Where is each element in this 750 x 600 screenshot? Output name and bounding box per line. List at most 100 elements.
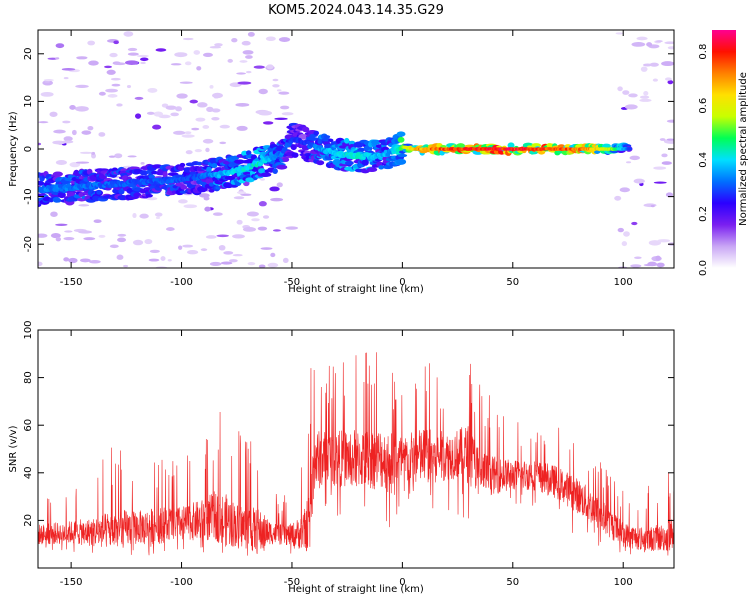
snr-xtick-label: -150: [60, 577, 83, 588]
noise-blob: [211, 92, 223, 99]
noise-blob: [247, 262, 256, 266]
noise-blob: [274, 117, 288, 121]
noise-blob: [78, 204, 90, 207]
noise-blob: [272, 84, 280, 88]
noise-blob: [232, 234, 245, 239]
noise-blob: [211, 108, 221, 113]
noise-blob: [202, 125, 210, 129]
noise-blob: [109, 244, 119, 249]
snr-marks: [38, 352, 674, 556]
spectrogram-marks: [38, 31, 674, 268]
noise-blob: [258, 110, 273, 116]
ridge-spread-cell: [64, 177, 73, 182]
noise-blob: [236, 219, 243, 225]
ridge-spread-cell: [397, 136, 405, 143]
noise-blob: [191, 127, 200, 131]
noise-blob: [146, 197, 158, 201]
noise-blob: [219, 141, 227, 145]
noise-blob: [667, 80, 674, 85]
noise-blob: [281, 112, 294, 116]
noise-blob: [276, 182, 283, 188]
noise-blob: [132, 213, 137, 219]
ridge-spread-cell: [344, 160, 354, 166]
ridge-spread-cell: [211, 163, 218, 169]
noise-blob: [186, 250, 199, 255]
noise-blob: [134, 96, 144, 100]
ridge-spread-cell: [290, 144, 297, 151]
noise-blob: [220, 261, 233, 265]
noise-blob: [147, 87, 158, 93]
noise-blob: [214, 43, 223, 47]
ridge-spread-cell: [145, 193, 153, 198]
ridge-core-cell: [627, 147, 633, 151]
noise-blob: [117, 233, 127, 237]
noise-blob: [266, 64, 274, 70]
colorbar-tick-label: 0.8: [698, 44, 709, 60]
noise-blob: [68, 257, 78, 264]
noise-blob: [87, 40, 96, 46]
noise-blob: [667, 46, 674, 50]
noise-blob: [231, 38, 238, 43]
noise-blob: [76, 56, 88, 60]
noise-blob: [178, 199, 188, 204]
noise-blob: [647, 261, 657, 267]
noise-blob: [49, 111, 58, 117]
noise-blob: [653, 181, 667, 184]
spectrogram-y-axis-label: Frequency (Hz): [8, 111, 19, 187]
snr-ytick-label: 100: [23, 320, 34, 339]
noise-blob: [657, 239, 671, 243]
noise-blob: [236, 72, 246, 75]
noise-blob: [126, 84, 132, 89]
ridge-spread-cell: [38, 181, 45, 186]
ridge-spread-cell: [397, 153, 408, 158]
snr-x-axis-label: Height of straight line (km): [288, 584, 424, 595]
noise-blob: [140, 162, 145, 165]
snr-frame: [37, 329, 675, 569]
noise-blob: [253, 65, 265, 69]
ridge-spread-cell: [276, 164, 288, 170]
noise-blob: [661, 153, 668, 158]
noise-blob: [63, 236, 75, 241]
noise-blob: [209, 46, 222, 49]
noise-blob: [132, 239, 144, 246]
spectrogram-xtick-label: -100: [170, 277, 193, 288]
noise-blob: [179, 81, 193, 84]
noise-blob: [152, 124, 162, 130]
noise-blob: [125, 60, 139, 65]
noise-blob: [43, 79, 54, 82]
noise-blob: [55, 57, 60, 60]
noise-blob: [659, 138, 666, 141]
ridge-spread-cell: [206, 166, 212, 173]
noise-blob: [175, 106, 182, 112]
noise-blob: [104, 65, 112, 69]
noise-blob: [285, 226, 299, 230]
colorbar-tick-label: 0.4: [698, 152, 709, 168]
noise-blob: [38, 233, 48, 238]
noise-blob: [615, 32, 624, 35]
colorbar-gradient: [712, 30, 736, 268]
noise-blob: [258, 264, 266, 268]
spectrogram-xtick-label: 50: [506, 277, 519, 288]
colorbar-tick-label: 0.0: [698, 260, 709, 276]
noise-blob: [181, 134, 195, 138]
spectrogram-xtick-label: -50: [284, 277, 300, 288]
noise-blob: [617, 86, 623, 92]
noise-blob: [195, 117, 206, 122]
noise-blob: [278, 37, 291, 42]
noise-blob: [52, 140, 66, 145]
noise-blob: [270, 197, 284, 202]
noise-blob: [182, 37, 194, 41]
ridge-spread-cell: [371, 139, 381, 145]
noise-blob: [38, 121, 49, 124]
snr-xtick-label: 0: [399, 577, 405, 588]
spectrogram-ytick-label: 10: [23, 95, 34, 108]
noise-blob: [167, 259, 172, 262]
colorbar-ticks: 0.0 0.2 0.4 0.6 0.8: [698, 44, 709, 276]
noise-blob: [272, 229, 281, 232]
noise-blob: [251, 218, 260, 222]
noise-blob: [223, 251, 234, 255]
noise-blob: [193, 50, 201, 55]
noise-blob: [127, 155, 137, 158]
ridge-spread-cell: [54, 198, 62, 203]
noise-blob: [114, 62, 126, 66]
